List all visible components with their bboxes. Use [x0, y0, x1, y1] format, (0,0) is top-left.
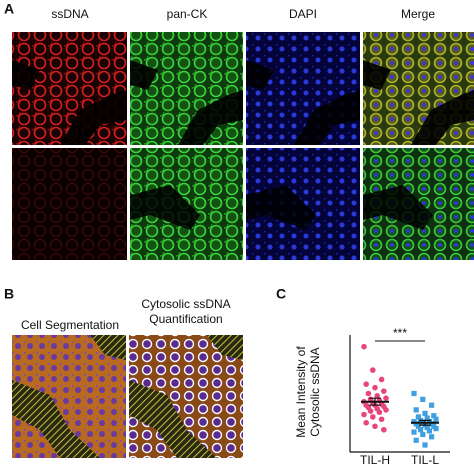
data-point — [420, 431, 426, 438]
data-point — [422, 410, 428, 416]
data-point — [381, 426, 387, 433]
panel-label: C — [276, 286, 286, 302]
significance-label: *** — [393, 326, 407, 340]
image-label: Cell Segmentation — [21, 318, 119, 332]
data-point — [378, 376, 385, 383]
data-point — [372, 423, 378, 430]
data-point — [370, 367, 376, 373]
data-point — [365, 390, 372, 397]
data-point — [411, 429, 417, 435]
column-header: DAPI — [289, 7, 317, 21]
data-point — [363, 381, 370, 387]
column-header: ssDNA — [51, 7, 88, 21]
image-label: Quantification — [149, 312, 222, 326]
column-header: pan-CK — [167, 7, 208, 21]
y-axis-label: Mean Intensity of — [294, 346, 308, 438]
data-point — [415, 414, 421, 420]
x-tick-label: TIL-H — [360, 453, 390, 467]
data-point — [415, 423, 421, 429]
data-point — [413, 407, 419, 413]
data-point — [433, 416, 439, 422]
data-point — [424, 424, 430, 431]
data-point — [383, 407, 389, 413]
data-point — [429, 434, 435, 440]
panel-label: A — [4, 1, 14, 17]
x-tick-label: TIL-L — [411, 453, 439, 467]
data-point — [363, 419, 370, 426]
data-point — [372, 384, 378, 391]
data-point — [376, 409, 383, 416]
micrograph-grid — [12, 32, 474, 260]
micrograph — [130, 32, 243, 145]
column-header: Merge — [401, 7, 435, 21]
segmentation-images — [12, 335, 243, 458]
data-point — [418, 427, 424, 433]
data-point — [420, 396, 426, 402]
data-point — [424, 415, 430, 421]
data-point — [422, 442, 428, 448]
y-axis-label: Cytosolic ssDNA — [308, 347, 322, 436]
data-point — [361, 411, 367, 418]
data-point — [426, 428, 432, 434]
data-point — [374, 393, 381, 399]
data-point — [411, 390, 417, 397]
micrograph — [12, 32, 127, 145]
data-point — [431, 413, 437, 419]
error-bar — [419, 419, 431, 426]
data-point — [413, 437, 419, 443]
data-point — [383, 395, 389, 401]
dot-plot: Mean Intensity of Cytosolic ssDNA TIL-H TIL… — [294, 326, 450, 467]
micrograph — [246, 32, 360, 145]
micrograph — [12, 148, 127, 260]
data-point — [361, 343, 367, 350]
data-point — [370, 414, 376, 420]
data-point — [367, 408, 374, 414]
data-point — [433, 426, 439, 432]
data-point — [378, 416, 385, 423]
panel-label: B — [4, 286, 14, 302]
image-label: Cytosolic ssDNA — [141, 297, 230, 311]
error-bar — [369, 397, 381, 406]
data-point — [429, 402, 435, 408]
data-point — [381, 388, 387, 394]
